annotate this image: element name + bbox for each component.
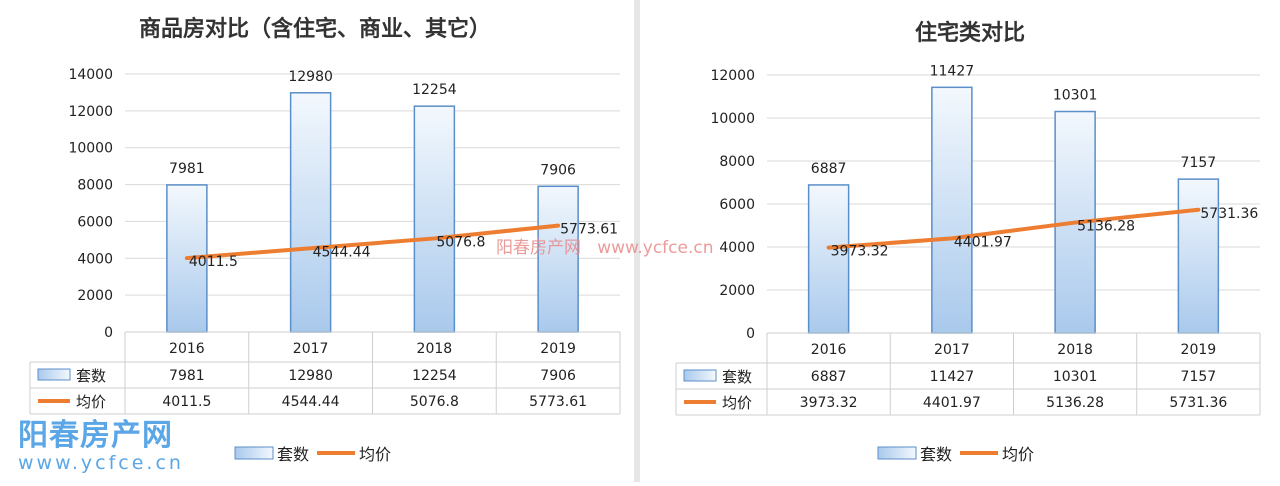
table-row-label: 套数 — [76, 367, 106, 385]
y-tick-label: 8000 — [77, 178, 113, 194]
y-tick-label: 10000 — [68, 141, 113, 157]
bar-套数 — [291, 93, 331, 332]
y-tick-label: 2000 — [719, 283, 755, 299]
line-data-label: 3973.32 — [831, 244, 889, 260]
y-tick-label: 12000 — [68, 104, 113, 120]
table-cell: 4544.44 — [282, 394, 340, 410]
table-cell: 5136.28 — [1046, 395, 1104, 411]
y-tick-label: 6000 — [719, 197, 755, 213]
bar-data-label: 6887 — [811, 161, 847, 177]
bar-套数 — [414, 106, 454, 332]
x-category-label: 2018 — [1057, 342, 1093, 358]
table-cell: 12254 — [412, 368, 457, 384]
bar-套数 — [538, 186, 578, 332]
table-key-bar — [38, 369, 70, 380]
chart-residential-housing: 住宅类对比 0 2000 4000 6000 8000 10000 12000 6887 1142… — [640, 0, 1280, 482]
table-row-label: 套数 — [722, 368, 752, 386]
line-data-label: 5136.28 — [1077, 219, 1135, 235]
legend-bar-swatch — [878, 447, 916, 459]
watermark-logo-name: 阳春房产网 — [18, 410, 184, 454]
bar-套数 — [1178, 179, 1218, 333]
line-data-label: 4011.5 — [189, 254, 238, 270]
bar-data-label: 10301 — [1053, 88, 1098, 104]
table-cell: 7981 — [169, 368, 205, 384]
chart-svg: 住宅类对比 0 2000 4000 6000 8000 10000 12000 6887 1142… — [640, 0, 1280, 482]
x-category-label: 2017 — [293, 341, 329, 357]
x-category-label: 2016 — [169, 341, 205, 357]
y-tick-label: 0 — [104, 325, 113, 341]
line-data-label: 5076.8 — [436, 234, 485, 250]
table-cell: 4401.97 — [923, 395, 981, 411]
y-tick-label: 10000 — [710, 111, 755, 127]
legend-label: 套数 — [920, 445, 952, 464]
table-row-label: 均价 — [722, 394, 752, 412]
line-data-label: 5731.36 — [1200, 206, 1258, 222]
x-category-label: 2019 — [1181, 342, 1217, 358]
x-category-label: 2016 — [811, 342, 847, 358]
chart-title: 住宅类对比 — [915, 20, 1025, 46]
bar-data-label: 7981 — [169, 161, 205, 177]
legend-label: 均价 — [359, 445, 391, 464]
watermark-overlay: 阳春房产网 www.ycfce.cn — [496, 233, 714, 258]
line-data-label: 4401.97 — [954, 234, 1012, 250]
watermark-logo: 阳春房产网 www.ycfce.cn — [18, 410, 184, 474]
x-category-label: 2019 — [540, 341, 576, 357]
table-cell: 5773.61 — [529, 394, 587, 410]
line-均价 — [829, 210, 1199, 248]
table-row-label: 均价 — [76, 393, 106, 411]
x-category-label: 2017 — [934, 342, 970, 358]
y-tick-label: 14000 — [68, 67, 113, 83]
table-cell: 5076.8 — [410, 394, 459, 410]
table-cell: 11427 — [930, 369, 975, 385]
table-cell: 3973.32 — [800, 395, 858, 411]
bar-data-label: 12980 — [288, 69, 333, 85]
bar-data-label: 7157 — [1181, 155, 1217, 171]
legend-bar-swatch — [235, 447, 273, 459]
bar-data-label: 7906 — [540, 162, 576, 178]
table-cell: 10301 — [1053, 369, 1098, 385]
table-cell: 7906 — [540, 368, 576, 384]
legend-label: 均价 — [1002, 445, 1034, 464]
bar-套数 — [932, 87, 972, 333]
table-cell: 12980 — [288, 368, 333, 384]
bar-data-label: 12254 — [412, 82, 457, 98]
table-cell: 6887 — [811, 369, 847, 385]
table-cell: 4011.5 — [162, 394, 211, 410]
watermark-logo-url: www.ycfce.cn — [18, 452, 184, 474]
y-tick-label: 4000 — [77, 251, 113, 267]
table-cell: 5731.36 — [1169, 395, 1227, 411]
y-tick-label: 4000 — [719, 240, 755, 256]
y-tick-label: 0 — [746, 326, 755, 342]
bar-data-label: 11427 — [930, 63, 975, 79]
chart-title: 商品房对比（含住宅、商业、其它） — [139, 16, 491, 42]
y-tick-label: 8000 — [719, 154, 755, 170]
y-tick-label: 2000 — [77, 288, 113, 304]
legend-label: 套数 — [277, 445, 309, 464]
table-cell: 7157 — [1181, 369, 1217, 385]
y-tick-label: 12000 — [710, 68, 755, 84]
line-data-label: 4544.44 — [313, 244, 371, 260]
x-category-label: 2018 — [417, 341, 453, 357]
y-tick-label: 6000 — [77, 214, 113, 230]
table-key-bar — [684, 370, 716, 381]
